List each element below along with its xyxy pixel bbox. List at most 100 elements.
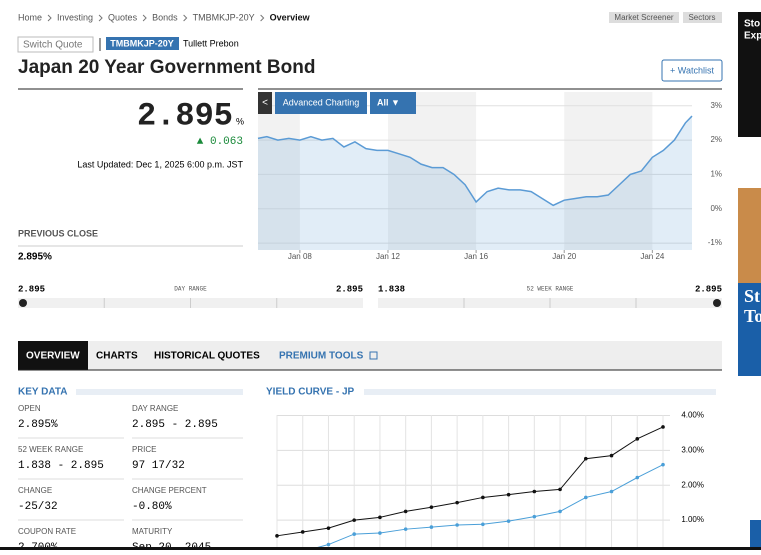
point (430, 505, 434, 509)
x-tick-label: Jan 24 (640, 252, 665, 261)
key-label: CHANGE (18, 486, 52, 495)
y-tick-label: 3% (710, 101, 722, 110)
point (558, 510, 562, 514)
ad-text: Exp (744, 31, 761, 42)
section-title: KEY DATA (18, 387, 67, 398)
y-tick-label: 0% (710, 204, 722, 213)
range-label: DAY RANGE (174, 286, 207, 293)
y-tick-label: 1.00% (681, 515, 704, 524)
x-tick-label: Jan 16 (464, 252, 489, 261)
input-placeholder[interactable]: Switch Quote (23, 40, 83, 51)
line (277, 427, 663, 536)
tab[interactable]: CHARTS (96, 351, 138, 362)
section-rule (76, 389, 243, 395)
ad-text: Sto (744, 19, 760, 30)
chevron (48, 15, 51, 21)
point (455, 501, 459, 505)
value: 2.895% (18, 252, 52, 263)
key-value: 2.895 - 2.895 (132, 419, 218, 431)
crumb: Overview (270, 12, 311, 22)
point (275, 534, 279, 538)
breadcrumb: Home Investing Quotes Bonds TMBMKJP-20Y Overv… (18, 12, 311, 22)
key-value: 1.838 - 2.895 (18, 460, 104, 472)
y-tick-label: 3.00% (681, 445, 704, 454)
y-tick-label: 2.00% (681, 480, 704, 489)
price-change: ▲ 0.063 (197, 136, 243, 148)
range-high: 2.895 (336, 284, 363, 294)
range-low: 2.895 (18, 284, 45, 294)
crumb[interactable]: Home (18, 12, 42, 22)
key-label: OPEN (18, 404, 41, 413)
range-high: 2.895 (695, 284, 722, 294)
crumb[interactable]: Bonds (152, 12, 178, 22)
point (301, 530, 305, 534)
tab[interactable]: HISTORICAL QUOTES (154, 351, 260, 362)
section-rule (364, 389, 716, 395)
point (635, 437, 639, 441)
point (635, 476, 639, 480)
point (430, 525, 434, 529)
point (404, 527, 408, 531)
chevron (143, 15, 146, 21)
point (661, 425, 665, 429)
dropdown-label[interactable]: All ▼ (377, 97, 400, 107)
point (352, 532, 356, 536)
label: PREVIOUS CLOSE (18, 228, 98, 238)
crumb[interactable]: TMBMKJP-20Y (193, 12, 255, 22)
x-tick-label: Jan 12 (376, 252, 401, 261)
point (610, 490, 614, 494)
section-title: YIELD CURVE - JP (266, 387, 354, 398)
chevron (261, 15, 264, 21)
key-label: MATURITY (132, 527, 173, 536)
source: Tullett Prebon (183, 38, 239, 48)
key-label: PRICE (132, 445, 156, 454)
key-label: CHANGE PERCENT (132, 486, 207, 495)
button-label[interactable]: Sectors (688, 13, 715, 22)
key-label: DAY RANGE (132, 404, 178, 413)
button-label[interactable]: Advanced Charting (283, 97, 360, 107)
ad-bottom (750, 520, 761, 550)
price-unit: % (236, 116, 244, 126)
watchlist-label[interactable]: + Watchlist (670, 65, 714, 75)
crumb[interactable]: Quotes (108, 12, 138, 22)
range-marker (19, 299, 27, 307)
point (507, 519, 511, 523)
button-label[interactable]: Market Screener (614, 13, 673, 22)
x-tick-label: Jan 20 (552, 252, 577, 261)
line (277, 465, 663, 550)
point (327, 543, 331, 547)
y-tick-label: 1% (710, 170, 722, 179)
key-label: 52 WEEK RANGE (18, 445, 83, 454)
key-value: -25/32 (18, 501, 58, 513)
point (533, 490, 537, 494)
ad-text: To (744, 306, 761, 326)
button-label[interactable]: < (262, 98, 268, 109)
ticker: TMBMKJP-20Y (110, 38, 174, 48)
tab[interactable]: PREMIUM TOOLS (279, 351, 364, 362)
key-value: 97 17/32 (132, 460, 185, 472)
yield-chart: 4.00% 3.00% 2.00% 1.00% (275, 411, 704, 550)
crumb[interactable]: Investing (57, 12, 93, 22)
title: Japan 20 Year Government Bond (18, 57, 315, 78)
point (533, 515, 537, 519)
tab[interactable]: OVERVIEW (26, 351, 80, 362)
point (378, 531, 382, 535)
point (481, 523, 485, 527)
point (352, 518, 356, 522)
point (610, 454, 614, 458)
key-value: -0.80% (132, 501, 172, 513)
key-label: COUPON RATE (18, 527, 76, 536)
point (661, 463, 665, 467)
point (584, 457, 588, 461)
ad-image (738, 188, 761, 283)
price: 2.895 (137, 97, 233, 134)
point (584, 496, 588, 500)
y-tick-label: 2% (710, 135, 722, 144)
point (455, 523, 459, 527)
range-label: 52 WEEK RANGE (527, 286, 574, 293)
y-tick-label: 4.00% (681, 411, 704, 420)
range-marker (713, 299, 721, 307)
